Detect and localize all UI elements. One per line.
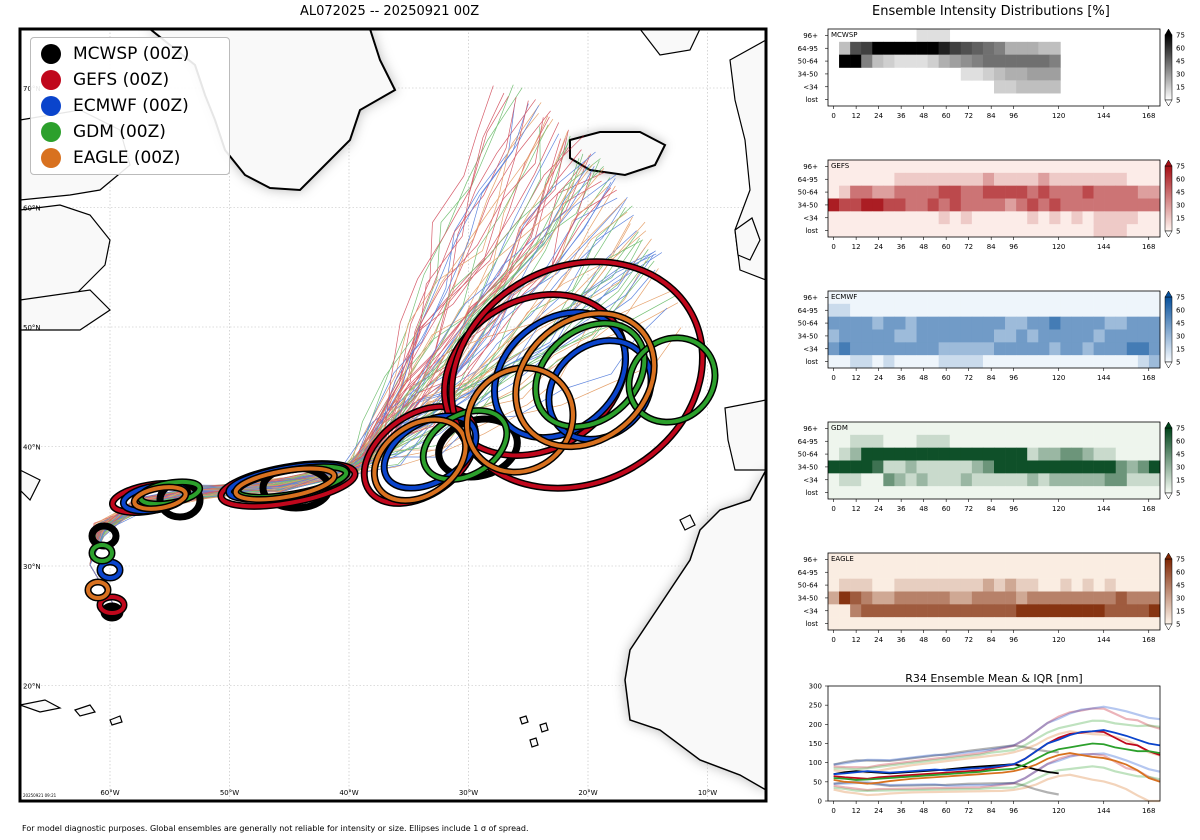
- footnote: For model diagnostic purposes. Global en…: [22, 824, 529, 833]
- uncertainty-ellipse: [98, 595, 126, 615]
- british-isles: [734, 217, 761, 261]
- legend-label-eagle: EAGLE (00Z): [73, 148, 181, 168]
- svalbard: [639, 29, 701, 56]
- map-stamp: 20250921 09:21: [23, 793, 57, 798]
- iberia: [724, 399, 766, 471]
- lon-tick-label: 10°W: [698, 789, 717, 797]
- legend-item-gefs: GEFS (00Z): [41, 67, 169, 93]
- lon-tick-label: 60°W: [100, 789, 119, 797]
- legend-item-gdm: GDM (00Z): [41, 119, 166, 145]
- lon-tick-label: 20°W: [578, 789, 597, 797]
- lat-tick-label: 40°N: [23, 444, 41, 452]
- cape-verde: [519, 715, 549, 748]
- lat-tick-label: 20°N: [23, 683, 41, 691]
- legend-item-ecmwf: ECMWF (00Z): [41, 93, 189, 119]
- nova-scotia: [20, 289, 111, 331]
- uncertainty-ellipse: [533, 321, 647, 429]
- ensemble-track: [89, 307, 668, 613]
- legend-marker-gefs: [41, 70, 61, 90]
- legend-marker-eagle: [41, 148, 61, 168]
- uncertainty-ellipse: [372, 417, 468, 503]
- map-legend: MCWSP (00Z) GEFS (00Z) ECMWF (00Z) GDM (…: [30, 37, 230, 175]
- iceland: [569, 131, 667, 177]
- madeira-canary: [679, 514, 696, 531]
- caribbean-islands: [20, 699, 123, 726]
- legend-label-ecmwf: ECMWF (00Z): [73, 96, 189, 116]
- legend-label-gefs: GEFS (00Z): [73, 70, 170, 90]
- lat-tick-label: 50°N: [23, 324, 41, 332]
- intensity-title: Ensemble Intensity Distributions [%]: [872, 4, 1110, 19]
- map-title: AL072025 -- 20250921 00Z: [300, 4, 480, 19]
- uncertainty-ellipses: [84, 258, 719, 622]
- legend-label-gdm: GDM (00Z): [73, 122, 166, 142]
- legend-marker-gdm: [41, 122, 61, 142]
- legend-marker-mcwsp: [41, 44, 61, 64]
- legend-item-eagle: EAGLE (00Z): [41, 145, 180, 171]
- lon-tick-label: 50°W: [220, 789, 239, 797]
- africa: [624, 469, 766, 791]
- bahamas: [20, 469, 41, 502]
- uncertainty-ellipse: [465, 365, 575, 475]
- uncertainty-ellipse: [132, 485, 188, 511]
- uncertainty-ellipse: [86, 580, 110, 600]
- lat-tick-label: 60°N: [23, 205, 41, 213]
- uncertainty-ellipse: [90, 543, 114, 563]
- uncertainty-ellipse: [513, 311, 657, 449]
- lon-tick-label: 30°W: [459, 789, 478, 797]
- legend-marker-ecmwf: [41, 96, 61, 116]
- legend-item-mcwsp: MCWSP (00Z): [41, 41, 189, 67]
- lon-tick-label: 40°W: [339, 789, 358, 797]
- lat-tick-label: 30°N: [23, 563, 41, 571]
- legend-label-mcwsp: MCWSP (00Z): [73, 44, 190, 64]
- uncertainty-ellipse: [233, 466, 337, 502]
